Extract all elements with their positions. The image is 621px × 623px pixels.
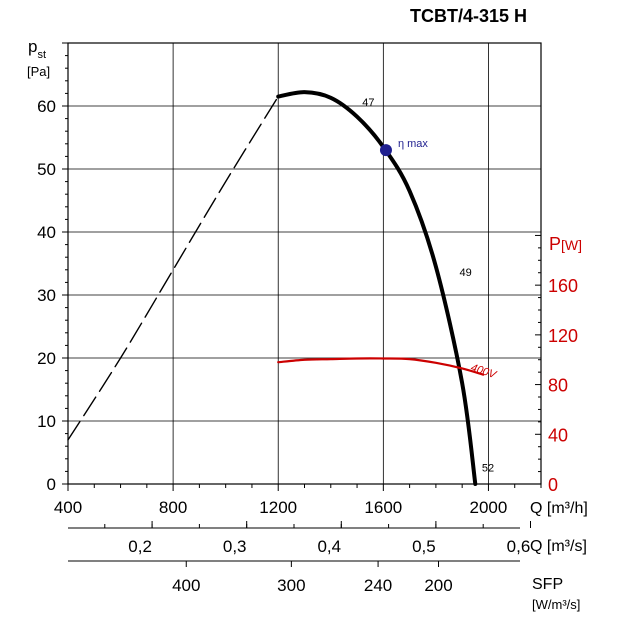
- x-axis-2-ticks: 0,2 0,3 0,4 0,5 0,6: [104, 521, 531, 556]
- x-axis-tick-label: 1200: [259, 498, 297, 517]
- left-axis-tick-label: 20: [37, 349, 56, 368]
- left-axis-tick-label: 0: [47, 475, 56, 494]
- eta-max-label: η max: [398, 138, 428, 150]
- right-axis-tick-label: 0: [548, 475, 558, 495]
- left-axis-ticks: 0 10 20 30 40 50 60: [37, 42, 68, 494]
- left-axis-label: pst [Pa]: [27, 37, 50, 79]
- series-power-label: 400V: [469, 362, 499, 382]
- left-axis-tick-label: 30: [37, 286, 56, 305]
- chart-title: TCBT/4-315 H: [410, 6, 527, 26]
- x-axis-label: Q [m³/h]: [530, 500, 588, 517]
- right-axis-tick-label: 80: [548, 376, 568, 396]
- x-axis-2-tick-label: 0,3: [223, 537, 247, 556]
- svg-text:P[W]: P[W]: [549, 234, 582, 254]
- left-axis-label-main: p: [28, 37, 37, 56]
- series-layer: 400V: [67, 90, 499, 486]
- x-axis-3-tick-label: 300: [277, 576, 305, 595]
- left-axis-label-sub: st: [37, 49, 46, 61]
- right-axis-label-main: P: [549, 234, 561, 254]
- x-axis-3-tick-label: 400: [172, 576, 200, 595]
- x-axis-2-tick-label: 0,5: [412, 537, 436, 556]
- curve-annotation-label: 52: [482, 462, 494, 474]
- left-axis-tick-label: 50: [37, 160, 56, 179]
- left-axis-tick-label: 10: [37, 412, 56, 431]
- x-axis-3-label: SFP: [532, 576, 563, 593]
- right-axis-tick-label: 120: [548, 326, 578, 346]
- x-axis-2-tick-label: 0,4: [317, 537, 341, 556]
- x-axis-2-label: Q [m³/s]: [530, 538, 587, 555]
- right-axis-label: P[W]: [549, 234, 582, 254]
- x-axis-2-tick-label: 0,6: [507, 537, 531, 556]
- x-axis-3-ticks: 400 300 240 200: [172, 561, 453, 595]
- right-axis-ticks: 0 40 80 120 160: [535, 234, 578, 495]
- series-pressure-line: [276, 90, 478, 486]
- x-axis-3-tick-label: 200: [424, 576, 452, 595]
- x-axis-ticks: 400 800 1200 1600 2000: [54, 484, 542, 517]
- plot-frame: [67, 42, 542, 485]
- curve-annotation-label: 47: [362, 97, 374, 109]
- grid-lines: [68, 43, 541, 484]
- left-axis-unit: [Pa]: [27, 64, 50, 79]
- x-axis-tick-label: 800: [159, 498, 187, 517]
- annotation-layer: 47 49 52 η max: [362, 97, 494, 474]
- right-axis-tick-label: 160: [548, 276, 578, 296]
- x-axis-tick-label: 400: [54, 498, 82, 517]
- curve-annotation-label: 49: [460, 267, 472, 279]
- x-axis-tick-label: 1600: [364, 498, 402, 517]
- right-axis-tick-label: 40: [548, 425, 568, 445]
- left-axis-tick-label: 60: [37, 97, 56, 116]
- eta-max-marker: [379, 144, 392, 157]
- svg-text:pst: pst: [28, 37, 46, 61]
- series-power-line: [277, 357, 485, 376]
- x-axis-3-tick-label: 240: [364, 576, 392, 595]
- x-axis-tick-label: 2000: [470, 498, 508, 517]
- left-axis-tick-label: 40: [37, 223, 56, 242]
- x-axis-2-tick-label: 0,2: [128, 537, 152, 556]
- x-axis-3-unit: [W/m³/s]: [532, 597, 580, 612]
- right-axis-unit: [W]: [561, 237, 582, 253]
- series-stall-line: [67, 95, 279, 441]
